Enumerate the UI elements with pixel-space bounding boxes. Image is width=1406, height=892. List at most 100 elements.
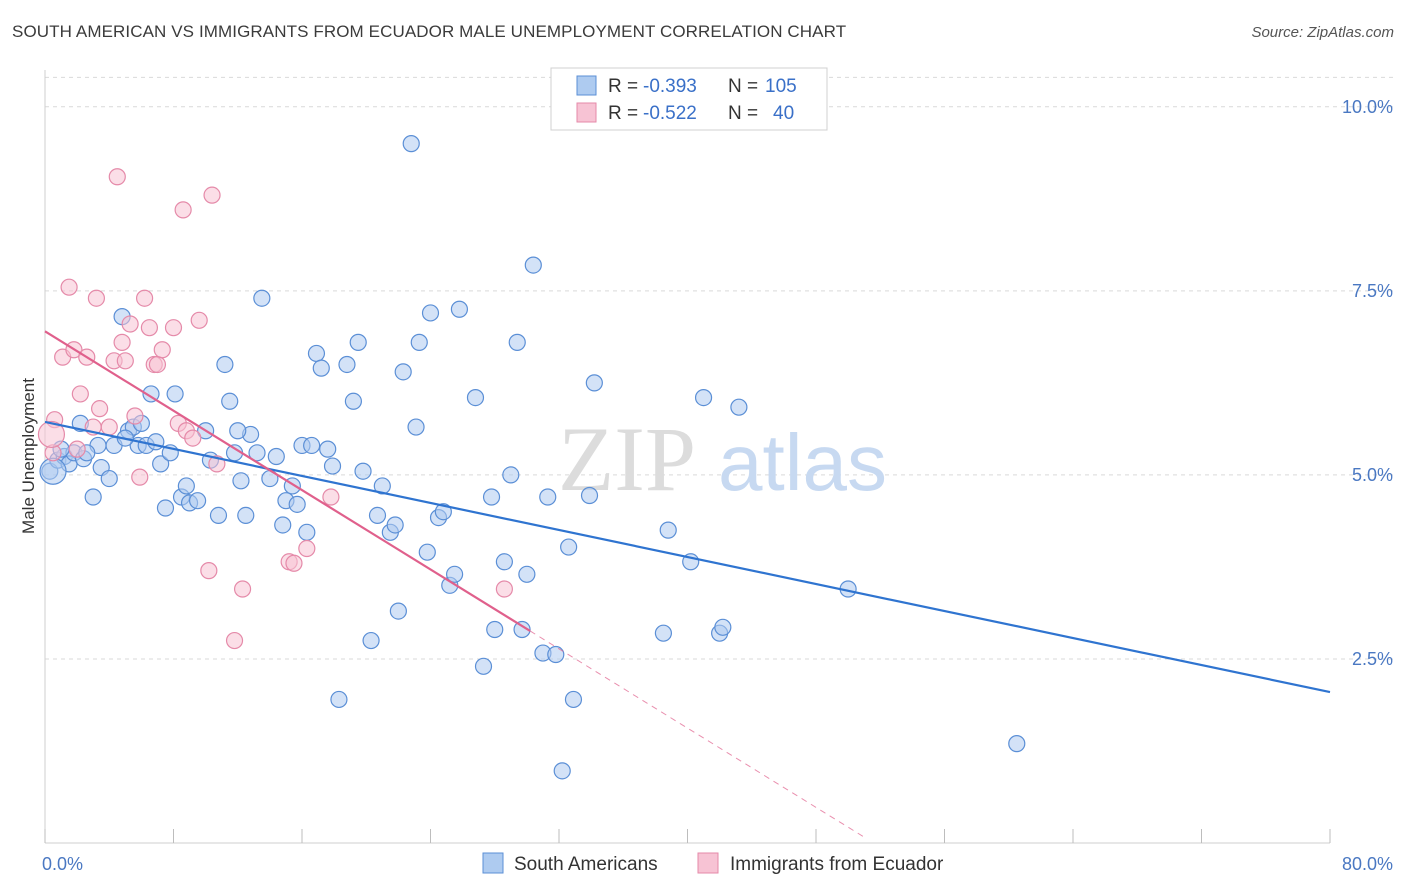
data-point-blue xyxy=(330,690,348,709)
data-point-blue xyxy=(486,620,504,639)
data-point-pink xyxy=(108,168,126,186)
x-tick-label: 80.0% xyxy=(1342,854,1393,874)
data-point-blue xyxy=(539,488,557,506)
legend-n-value-1: 105 xyxy=(765,76,797,97)
data-point-blue xyxy=(338,355,356,374)
data-point-pink xyxy=(135,289,154,307)
data-point-blue xyxy=(410,333,428,351)
data-point-blue xyxy=(434,503,452,521)
data-point-blue xyxy=(474,657,493,675)
data-point-blue xyxy=(232,472,250,490)
data-point-blue xyxy=(237,506,255,524)
data-point-blue xyxy=(216,355,234,374)
data-point-blue xyxy=(267,447,285,466)
data-point-blue xyxy=(221,392,239,410)
watermark-zip: ZIP xyxy=(558,408,696,510)
data-point-pink xyxy=(148,355,167,374)
data-point-blue xyxy=(100,469,118,488)
data-point-blue xyxy=(166,385,184,403)
trend-line-blue xyxy=(44,420,1331,694)
data-point-pink xyxy=(298,539,316,558)
series-legend-label-1: South Americans xyxy=(514,854,658,875)
chart-title: SOUTH AMERICAN VS IMMIGRANTS FROM ECUADO… xyxy=(12,22,847,41)
y-tick-label: 5.0% xyxy=(1352,465,1393,485)
data-point-blue xyxy=(450,300,469,318)
y-tick-label: 2.5% xyxy=(1352,649,1393,669)
data-point-blue xyxy=(421,304,440,322)
data-point-pink xyxy=(126,407,144,425)
data-point-pink xyxy=(131,468,149,486)
data-point-blue xyxy=(349,333,367,351)
legend-r-value-1: -0.393 xyxy=(643,76,697,97)
data-point-pink xyxy=(91,400,109,418)
legend-n-label-1: N = xyxy=(728,76,758,97)
data-point-blue xyxy=(524,256,542,274)
y-tick-label: 7.5% xyxy=(1352,281,1393,301)
data-point-blue xyxy=(508,333,526,351)
data-point-blue xyxy=(156,499,175,517)
data-point-blue xyxy=(368,506,387,524)
legend-r-label-2: R = xyxy=(608,103,638,124)
trend-extension-pink xyxy=(529,630,865,838)
data-point-blue xyxy=(248,444,266,462)
data-point-blue xyxy=(513,620,531,639)
data-point-blue xyxy=(730,398,748,416)
data-point-blue xyxy=(312,359,330,377)
data-point-blue xyxy=(694,389,713,407)
data-point-blue xyxy=(482,488,501,506)
legend-swatch-pink xyxy=(576,102,597,123)
data-point-large-blue xyxy=(39,457,67,485)
data-point-blue xyxy=(152,455,170,473)
data-point-pink xyxy=(140,319,159,337)
data-points xyxy=(37,135,1026,780)
data-point-blue xyxy=(466,389,485,407)
data-point-large-pink xyxy=(37,420,66,449)
trend-line-pink xyxy=(44,330,531,632)
data-point-blue xyxy=(344,392,362,410)
data-point-pink xyxy=(100,418,118,436)
data-point-blue xyxy=(553,762,571,780)
data-point-pink xyxy=(184,429,202,447)
data-point-blue xyxy=(229,422,247,440)
data-point-blue xyxy=(188,492,207,510)
data-point-blue xyxy=(389,602,407,620)
stats-legend: R = -0.393 N = 105 R = -0.522 N = 40 xyxy=(550,67,828,131)
data-point-blue xyxy=(407,418,425,436)
data-point-blue xyxy=(564,690,583,709)
legend-swatch-blue xyxy=(576,75,597,96)
data-point-blue xyxy=(274,516,292,534)
data-point-blue xyxy=(373,477,391,495)
watermark-atlas: atlas xyxy=(718,418,887,507)
legend-n-value-2: 40 xyxy=(773,103,794,124)
legend-r-label-1: R = xyxy=(608,76,638,97)
data-point-blue xyxy=(714,618,732,636)
chart-source: Source: ZipAtlas.com xyxy=(1251,24,1394,41)
data-point-pink xyxy=(87,289,106,307)
data-point-blue xyxy=(445,565,464,583)
data-point-blue xyxy=(654,624,673,642)
series-legend-swatch-pink xyxy=(697,852,719,874)
data-point-blue xyxy=(518,565,536,583)
data-point-blue xyxy=(177,477,195,495)
series-legend-swatch-blue xyxy=(482,852,504,874)
legend-r-value-2: -0.522 xyxy=(643,103,697,124)
data-point-blue xyxy=(495,553,513,571)
data-point-pink xyxy=(233,580,252,598)
data-point-blue xyxy=(502,466,520,484)
legend-box xyxy=(550,67,828,131)
y-tick-label: 10.0% xyxy=(1342,97,1393,117)
data-point-pink xyxy=(71,385,89,403)
data-point-blue xyxy=(319,440,337,458)
data-point-blue xyxy=(362,631,380,650)
series-legend: South Americans Immigrants from Ecuador xyxy=(482,852,944,875)
data-point-blue xyxy=(585,374,603,392)
tick-labels: 2.5% 5.0% 7.5% 10.0% 0.0% 80.0% xyxy=(42,97,1393,874)
data-point-blue xyxy=(209,506,228,524)
data-point-blue xyxy=(253,289,271,307)
data-point-blue xyxy=(560,538,578,556)
watermark: ZIP atlas xyxy=(558,408,887,510)
y-axis-label: Male Unemployment xyxy=(19,378,38,534)
data-point-blue xyxy=(323,457,342,475)
series-legend-label-2: Immigrants from Ecuador xyxy=(730,854,944,875)
